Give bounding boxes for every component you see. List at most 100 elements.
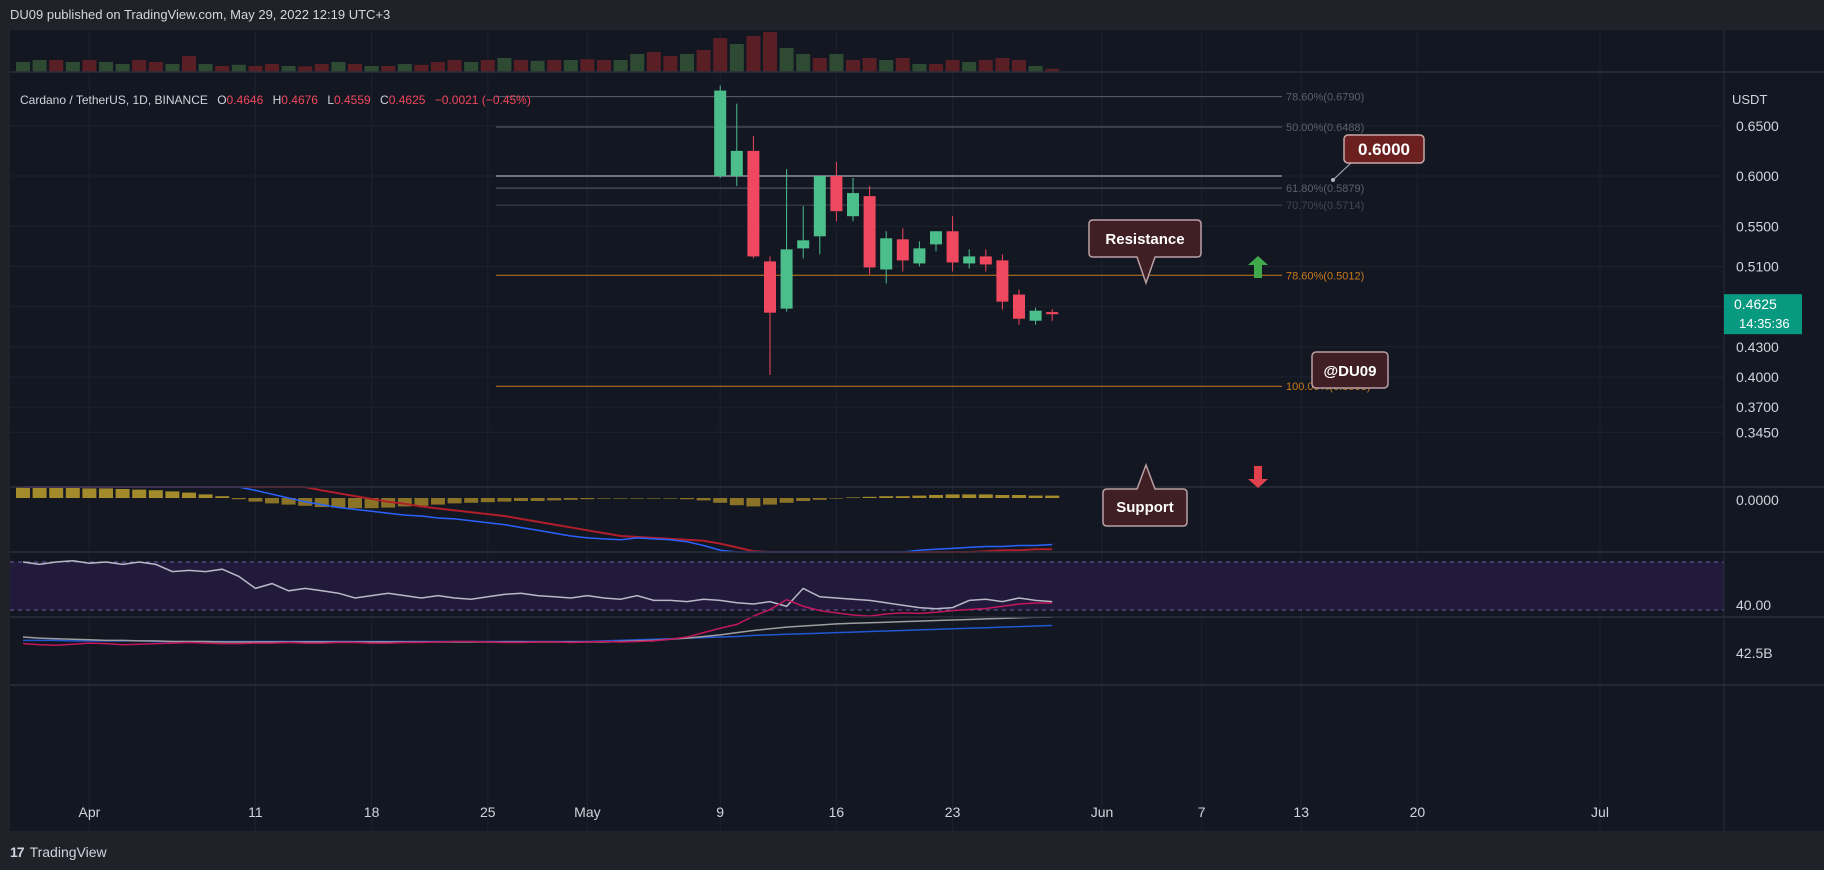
macd-histogram-bar (729, 498, 744, 506)
macd-histogram-bar (563, 498, 578, 500)
last-price-badge: 0.4625 14:35:36 (1724, 294, 1802, 335)
volume-bar (497, 58, 512, 72)
price-target-callout[interactable]: 0.6000 (1331, 134, 1425, 182)
candle-body (880, 238, 893, 270)
macd-histogram-bar (663, 498, 678, 499)
date-tick-label: 16 (829, 804, 845, 820)
author-tag[interactable]: @DU09 (1311, 351, 1389, 389)
macd-histogram-bar (746, 498, 761, 507)
close-label: C (380, 93, 389, 107)
macd-histogram-bar (547, 498, 562, 501)
volume-bar (381, 66, 396, 72)
macd-histogram-bar (148, 490, 163, 498)
volume-bar (32, 60, 47, 72)
volume-bar (1045, 68, 1060, 72)
date-tick-label: 20 (1410, 804, 1426, 820)
volume-bar (646, 52, 661, 72)
tradingview-logo[interactable]: 17 TradingView (10, 844, 107, 860)
bar-countdown: 14:35:36 (1739, 316, 1790, 331)
volume-bar (480, 60, 495, 72)
candle-body (913, 248, 926, 264)
macd-histogram-bar (497, 498, 512, 502)
last-price-value: 0.4625 (1734, 296, 1777, 312)
volume-bar (115, 64, 130, 72)
volume-bar (713, 38, 728, 72)
volume-bar (929, 64, 943, 72)
fib-label: 78.60%(0.5012) (1286, 270, 1364, 282)
volume-bar (663, 56, 678, 72)
volume-bar (281, 66, 296, 72)
macd-histogram-bar (16, 487, 30, 498)
rsi-axis-label: 40.00 (1736, 597, 1771, 613)
candle-body (930, 231, 942, 245)
macd-histogram-bar (696, 498, 711, 501)
price-tick-label: 0.3700 (1736, 399, 1779, 415)
date-tick-label: Apr (79, 804, 101, 820)
author-label: @DU09 (1324, 363, 1377, 380)
support-label: Support (1116, 499, 1174, 516)
macd-histogram-bar (945, 494, 960, 498)
volume-ma-fast-line (22, 598, 1053, 647)
macd-histogram-bar (231, 498, 246, 500)
macd-histogram-bar (846, 497, 860, 498)
resistance-callout[interactable]: Resistance (1088, 219, 1202, 286)
volume-axis-label: 42.5B (1736, 645, 1773, 661)
volume-bar (99, 62, 113, 72)
macd-histogram-bar (680, 498, 694, 500)
volume-bar (846, 60, 860, 72)
candle (863, 186, 876, 275)
candle (913, 241, 926, 267)
candle-body (1046, 312, 1059, 315)
date-tick-label: 13 (1293, 804, 1309, 820)
volume-bar (1028, 66, 1043, 72)
brand-label: TradingView (29, 844, 107, 860)
fib-label: 50.00%(0.6488) (1286, 122, 1364, 134)
date-axis[interactable]: Apr 11 18 25 May 9 16 23 Jun 7 13 20 Jul (79, 804, 1609, 820)
candle (996, 254, 1009, 310)
support-callout[interactable]: Support (1102, 462, 1188, 527)
volume-bar (397, 64, 412, 72)
date-tick-label: Jul (1591, 804, 1609, 820)
candle-body (996, 260, 1009, 302)
date-tick-label: Jun (1091, 804, 1114, 820)
date-tick-label: May (574, 804, 600, 820)
candle (847, 178, 859, 222)
macd-histogram-bar (215, 496, 230, 498)
candle (979, 249, 992, 272)
candle-body (979, 256, 992, 265)
candle-body (1029, 310, 1042, 321)
macd-axis-label: 0.0000 (1736, 492, 1779, 508)
candle-body (764, 261, 776, 313)
price-scale-background (1724, 30, 1824, 831)
volume-bar (962, 62, 977, 72)
macd-histogram-bar (514, 498, 528, 501)
candle-body (896, 239, 909, 261)
candlesticks (714, 85, 1059, 375)
rsi-pane (10, 560, 1724, 611)
volume-bar (1012, 60, 1026, 72)
volume-bar (198, 64, 213, 72)
ohlc-legend: Cardano / TetherUS, 1D, BINANCE O0.4646 … (20, 93, 531, 107)
volume-bar (779, 48, 794, 72)
candle-body (747, 150, 760, 257)
symbol-title: Cardano / TetherUS, 1D, BINANCE (20, 93, 208, 107)
volume-bar (895, 58, 910, 72)
macd-histogram-bar (812, 498, 827, 500)
volume-bar (978, 60, 993, 72)
volume-bar (298, 66, 313, 72)
price-tick-label: 0.6500 (1736, 118, 1779, 134)
volume-bar (447, 60, 462, 72)
price-target-label: 0.6000 (1358, 140, 1410, 159)
date-tick-label: 18 (364, 804, 380, 820)
candle-body (963, 256, 976, 264)
price-tick-label: 0.6000 (1736, 168, 1779, 184)
volume-bar (829, 54, 844, 72)
macd-histogram-bar (431, 498, 445, 505)
volume-bar (215, 66, 230, 72)
macd-histogram-bar (879, 496, 894, 498)
macd-histogram-bar (895, 496, 910, 498)
macd-histogram-bar (646, 498, 661, 499)
chart-canvas[interactable]: 78.60%(0.6790) 50.00%(0.6488) 61.80%(0.587… (0, 30, 1824, 834)
volume-bar (812, 58, 827, 72)
volume-bar (414, 64, 429, 72)
